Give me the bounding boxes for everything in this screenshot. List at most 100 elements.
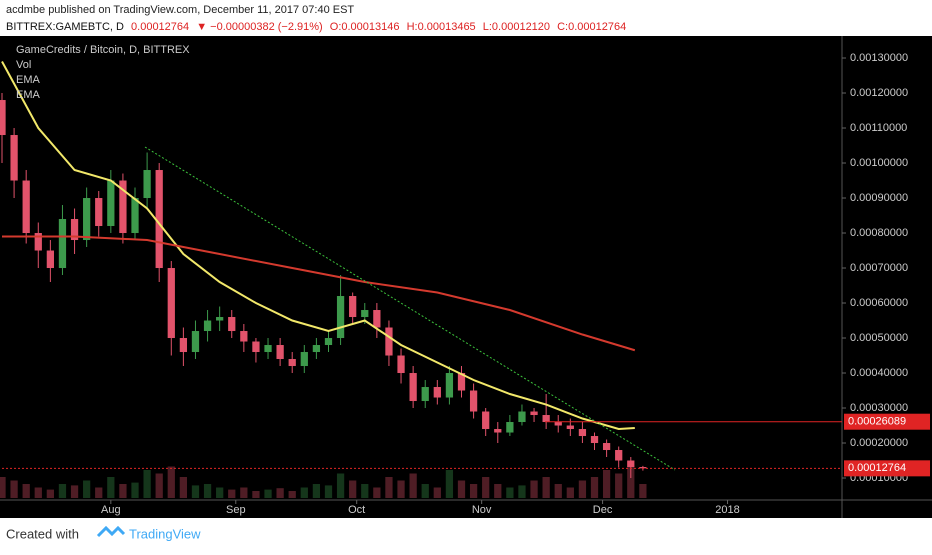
change: ▼ −0.00000382 (−2.91%) xyxy=(196,21,322,33)
y-tick-label: 0.00080000 xyxy=(850,227,908,239)
footer-brand[interactable]: TradingView xyxy=(129,526,201,541)
x-tick-label: Dec xyxy=(593,504,613,516)
volume-bar xyxy=(264,489,272,498)
candle-body xyxy=(615,450,623,461)
candle-body xyxy=(0,100,6,136)
price-label: 0.00026089 xyxy=(848,416,906,428)
volume-bar xyxy=(397,480,405,498)
volume-bar xyxy=(107,477,115,498)
candle-body xyxy=(203,320,212,332)
volume-bar xyxy=(639,484,647,498)
candle-body xyxy=(312,345,321,353)
footer-created: Created with xyxy=(6,526,79,541)
candle-body xyxy=(421,387,429,402)
candle-body xyxy=(107,180,115,227)
candle-body xyxy=(566,425,574,430)
volume-bar xyxy=(566,487,574,498)
symbol: BITTREX:GAMEBTC, D xyxy=(6,21,124,33)
candle-body xyxy=(469,390,478,412)
volume-bar xyxy=(143,470,151,498)
y-tick-label: 0.00040000 xyxy=(850,367,908,379)
candle-body xyxy=(336,296,345,339)
price-label-bg xyxy=(844,460,930,477)
volume-bar xyxy=(602,470,611,498)
candle-body xyxy=(300,352,308,367)
y-tick-label: 0.00090000 xyxy=(850,192,908,204)
low: L:0.00012120 xyxy=(483,21,550,33)
y-tick-label: 0.00060000 xyxy=(850,297,908,309)
volume-bar xyxy=(578,480,587,498)
volume-bar xyxy=(324,485,333,498)
volume-bar xyxy=(482,477,490,498)
volume-bar xyxy=(34,487,42,498)
footer-bg xyxy=(0,518,932,550)
volume-bar xyxy=(119,484,127,498)
x-tick-label: Nov xyxy=(472,504,492,516)
volume-bar xyxy=(22,484,30,498)
volume-bar xyxy=(228,489,236,498)
open: O:0.00013146 xyxy=(330,21,400,33)
candle-body xyxy=(95,198,103,227)
volume-bar xyxy=(349,480,357,498)
legend-entry: EMA xyxy=(16,89,41,101)
price-label: 0.00012764 xyxy=(848,462,906,474)
candle-body xyxy=(70,219,79,241)
candle-body xyxy=(445,373,454,398)
chart-title: GameCredits / Bitcoin, D, BITTREX xyxy=(16,44,190,56)
y-tick-label: 0.00120000 xyxy=(850,87,908,99)
candle-body xyxy=(22,180,30,234)
candle-body xyxy=(457,373,466,391)
candle-body xyxy=(494,429,502,433)
volume-bar xyxy=(131,482,139,498)
candle-body xyxy=(288,359,296,367)
candle-body xyxy=(554,422,562,426)
volume-bar xyxy=(615,473,623,498)
candle-body xyxy=(324,338,333,346)
volume-bar xyxy=(191,485,200,498)
volume-bar xyxy=(494,484,502,498)
volume-bar xyxy=(361,484,369,498)
volume-bar xyxy=(336,473,345,498)
last: 0.00012764 xyxy=(131,21,189,33)
candle-body xyxy=(252,341,260,353)
high: H:0.00013465 xyxy=(407,21,476,33)
volume-bar xyxy=(58,484,67,498)
plot xyxy=(0,61,647,498)
candle-body xyxy=(578,429,587,437)
volume-bar xyxy=(203,484,212,498)
candle-body xyxy=(506,422,514,433)
candle-body xyxy=(119,180,127,234)
volume-bar xyxy=(530,480,538,498)
y-tick-label: 0.00100000 xyxy=(850,157,908,169)
candle-body xyxy=(276,345,284,360)
volume-bar xyxy=(155,473,163,498)
candle-body xyxy=(34,233,42,251)
candle-body xyxy=(240,331,248,342)
candle-body xyxy=(155,170,163,269)
volume-bar xyxy=(46,489,54,498)
volume-bar xyxy=(518,485,526,498)
candle-body xyxy=(10,135,18,181)
candle-body xyxy=(385,327,393,356)
y-tick-label: 0.00050000 xyxy=(850,332,908,344)
y-tick-label: 0.00130000 xyxy=(850,52,908,64)
candle-body xyxy=(131,198,139,234)
candle-body xyxy=(482,411,490,430)
volume-bar xyxy=(457,480,466,498)
volume-bar xyxy=(288,491,296,498)
volume-bar xyxy=(421,484,429,498)
y-tick-label: 0.00110000 xyxy=(850,122,907,134)
volume-bar xyxy=(506,487,514,498)
volume-bar xyxy=(276,488,284,498)
candle-body xyxy=(639,467,647,469)
x-tick-label: Aug xyxy=(101,504,121,516)
volume-bar xyxy=(385,477,393,498)
x-tick-label: Oct xyxy=(348,504,365,516)
volume-bar xyxy=(70,485,79,498)
x-tick-label: 2018 xyxy=(715,504,739,516)
legend-entry: Vol xyxy=(16,59,31,71)
candle-body xyxy=(264,345,272,353)
candle-body xyxy=(409,373,417,402)
author-line: acdmbe published on TradingView.com, Dec… xyxy=(6,4,354,16)
candle-body xyxy=(191,331,200,353)
